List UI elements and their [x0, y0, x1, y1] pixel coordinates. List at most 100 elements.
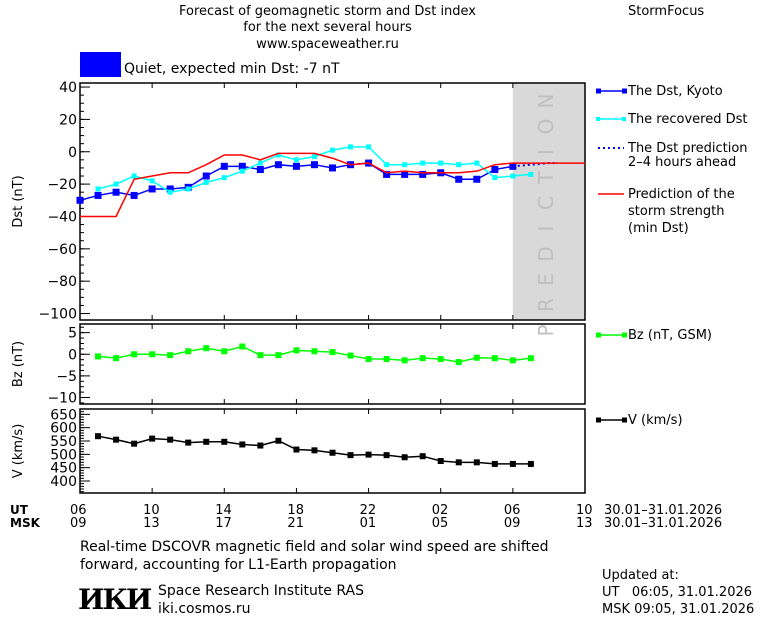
- data-point: [455, 175, 463, 183]
- y-tick-label: −40: [47, 209, 77, 225]
- ut-tick-label: 18: [287, 503, 304, 518]
- legend-recovered-symbol-marker: [622, 117, 626, 121]
- y-tick-label: 450: [50, 461, 77, 477]
- y-tick-label: 550: [50, 434, 77, 450]
- y-tick-label: −100: [39, 307, 77, 323]
- status-text: Quiet, expected min Dst: -7 nT: [124, 61, 340, 77]
- prediction-label-letter: T: [534, 171, 558, 185]
- ut-tick-label: 10: [143, 503, 160, 518]
- y-tick-label: 40: [59, 80, 77, 96]
- data-point: [131, 351, 138, 358]
- data-point: [257, 442, 264, 449]
- data-point: [402, 162, 408, 168]
- ut-tick-label: 22: [359, 503, 377, 518]
- prediction-label-letter: O: [534, 119, 558, 135]
- msk-tick-label: 21: [287, 516, 304, 531]
- data-point: [149, 178, 155, 184]
- y-tick-label: 0: [68, 347, 77, 363]
- data-point: [220, 162, 228, 170]
- data-point: [76, 196, 84, 204]
- brand-name: StormFocus: [628, 4, 705, 19]
- data-point: [383, 452, 390, 459]
- data-point: [167, 352, 174, 359]
- msk-label: MSK: [10, 516, 40, 530]
- data-point: [239, 441, 246, 448]
- chart-title-line1: Forecast of geomagnetic storm and Dst in…: [178, 4, 477, 19]
- y-tick-label: 400: [50, 474, 77, 490]
- msk-tick-label: 17: [215, 516, 232, 531]
- data-point: [401, 170, 409, 178]
- data-point: [473, 459, 480, 466]
- y-tick-label: 600: [50, 421, 77, 437]
- prediction-label-letter: C: [534, 196, 558, 210]
- data-point: [203, 345, 210, 352]
- msk-tick-label: 13: [576, 516, 593, 531]
- data-point: [528, 171, 534, 177]
- data-point: [509, 357, 516, 364]
- data-point: [239, 168, 245, 174]
- prediction-label-letter: I: [534, 149, 558, 155]
- ut-date-range: 30.01–31.01.2026: [604, 503, 723, 518]
- data-point: [185, 439, 192, 446]
- data-point: [455, 359, 462, 366]
- chart-title-line2: for the next several hours: [243, 20, 412, 35]
- legend-storm-strength-2: storm strength: [628, 204, 725, 219]
- data-point: [274, 161, 282, 169]
- prediction-label-letter: I: [534, 226, 558, 232]
- data-point: [509, 460, 516, 467]
- data-point: [257, 160, 263, 166]
- y-tick-label: −80: [47, 274, 77, 290]
- y-axis-label: Bz (nT): [11, 341, 26, 387]
- y-tick-label: −20: [47, 177, 77, 193]
- data-point: [256, 166, 264, 174]
- institute-name: Space Research Institute RAS: [158, 583, 364, 599]
- data-point: [419, 170, 427, 178]
- institute-url[interactable]: iki.cosmos.ru: [158, 601, 251, 617]
- data-point: [330, 147, 335, 153]
- data-point: [238, 162, 246, 170]
- panel-frame: [79, 408, 586, 494]
- data-point: [401, 357, 408, 364]
- note-line1: Real-time DSCOVR magnetic field and sola…: [80, 539, 549, 555]
- legend-recovered-dst: The recovered Dst: [628, 112, 748, 127]
- website-link[interactable]: www.spaceweather.ru: [256, 37, 399, 52]
- y-tick-label: 20: [59, 112, 77, 128]
- data-point: [527, 460, 534, 467]
- y-tick-label: 650: [50, 407, 77, 423]
- data-point: [455, 459, 462, 466]
- legend-dst-kyoto-symbol-marker: [596, 88, 601, 94]
- data-point: [293, 347, 300, 354]
- ut-tick-label: 06: [503, 503, 521, 518]
- msk-tick-label: 13: [143, 516, 160, 531]
- data-point: [347, 452, 354, 459]
- y-axis-label: V (km/s): [11, 424, 26, 479]
- data-point: [112, 188, 120, 196]
- data-point: [203, 438, 210, 445]
- y-tick-label: −5: [56, 369, 77, 385]
- data-point: [166, 185, 174, 193]
- legend-bz: Bz (nT, GSM): [628, 328, 713, 343]
- data-point: [437, 458, 444, 464]
- data-point: [437, 356, 444, 363]
- updated-ut: UT 06:05, 31.01.2026: [602, 585, 753, 600]
- data-point: [491, 355, 498, 362]
- msk-date-range: 30.01–31.01.2026: [604, 516, 723, 531]
- data-point: [419, 355, 426, 362]
- data-point: [383, 356, 390, 363]
- data-point: [221, 348, 228, 355]
- data-point: [221, 175, 227, 181]
- legend-v-symbol-marker: [596, 417, 601, 423]
- data-point: [491, 460, 498, 467]
- data-point: [167, 436, 174, 443]
- data-point: [113, 181, 119, 187]
- data-point: [473, 175, 481, 183]
- updated-msk: MSK 09:05, 31.01.2026: [602, 602, 755, 617]
- data-point: [203, 179, 209, 185]
- prediction-label-letter: D: [534, 246, 558, 261]
- data-point: [113, 436, 120, 443]
- prediction-label-letter: E: [534, 273, 558, 286]
- panel-frame: [79, 82, 586, 321]
- msk-tick-label: 01: [359, 516, 377, 531]
- data-point: [275, 352, 282, 359]
